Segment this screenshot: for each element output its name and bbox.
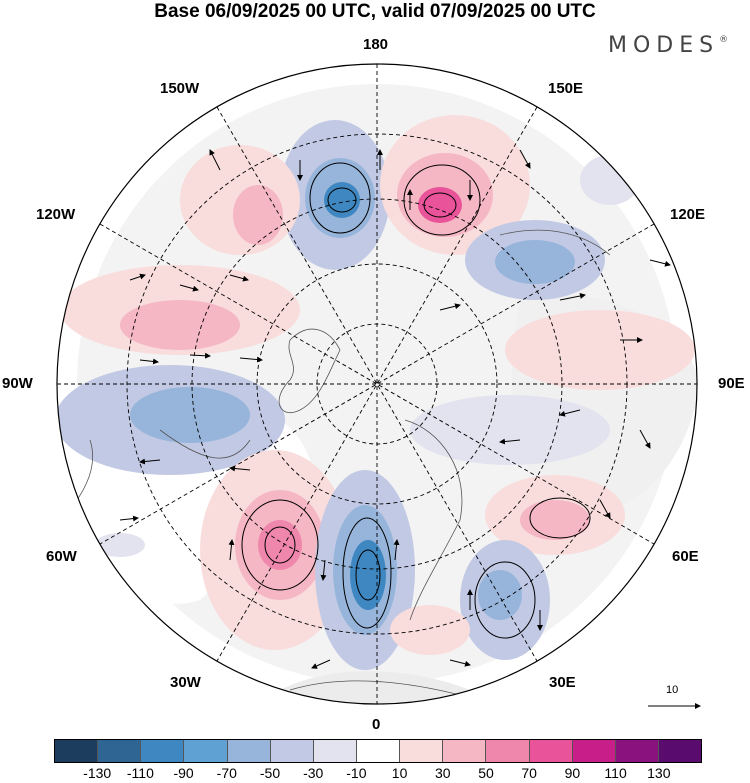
colorbar-swatch: [486, 740, 530, 762]
polar-map: [56, 63, 701, 709]
colorbar-tick-label: 70: [521, 765, 537, 781]
colorbar-swatch: [529, 740, 573, 762]
colorbar-swatch: [98, 740, 142, 762]
colorbar-tick-label: -10: [346, 765, 367, 781]
registered-mark: ®: [719, 35, 729, 45]
colorbar-tick-label: -90: [173, 765, 194, 781]
anomaly-arctic-low: [410, 395, 610, 465]
colorbar-swatch: [572, 740, 616, 762]
colorbar-tick-label: 90: [564, 765, 581, 781]
colorbar-swatch: [615, 740, 659, 762]
lon-label-120w: 120W: [36, 206, 76, 223]
colorbar-swatch: [184, 740, 228, 762]
colorbar-swatch: [313, 740, 357, 762]
brand-logo: MODES®: [608, 33, 728, 58]
colorbar-swatch: [443, 740, 487, 762]
lon-label-60e: 60E: [672, 548, 699, 565]
contours: [241, 162, 591, 639]
brand-name: MODES: [608, 33, 720, 58]
graticule: [57, 64, 697, 704]
reference-vector-value: 10: [666, 684, 679, 696]
lon-label-150w: 150W: [160, 80, 200, 97]
lon-label-180: 180: [363, 36, 389, 53]
lon-label-120e: 120E: [670, 206, 706, 223]
coastlines: [59, 229, 611, 696]
lon-label-30e: 30E: [549, 674, 576, 691]
colorbar-tick-label: 10: [391, 765, 408, 781]
colorbar-tick-label: 50: [478, 765, 494, 781]
colorbar-tick-label: -130: [83, 765, 112, 781]
lon-label-150e: 150E: [548, 80, 584, 97]
colorbar-tick-label: -70: [216, 765, 237, 781]
colorbar-tick-label: -110: [126, 765, 154, 781]
map-title: Base 06/09/2025 00 UTC, valid 07/09/2025…: [154, 1, 596, 22]
map-boundary: [56, 63, 698, 705]
lon-label-30w: 30W: [170, 674, 201, 691]
colorbar-swatch: [55, 740, 99, 762]
colorbar-swatch: [658, 740, 702, 762]
anomaly-africa-high: [390, 605, 470, 655]
colorbar-tick-label: -30: [303, 765, 324, 781]
colorbar-tick-label: 130: [647, 765, 671, 781]
colorbar-swatch: [270, 740, 314, 762]
lon-label-90w: 90W: [2, 375, 33, 392]
lon-label-90e: 90E: [718, 375, 745, 392]
colorbar-swatch: [141, 740, 185, 762]
wind-vectors: [119, 149, 671, 669]
lon-label-0: 0: [372, 716, 381, 733]
colorbar-swatch: [400, 740, 444, 762]
lon-label-60w: 60W: [46, 548, 77, 565]
anomaly-russia-high: [505, 310, 695, 390]
colorbar: [54, 739, 702, 763]
colorbar-swatch: [227, 740, 271, 762]
colorbar-tick-label: 30: [435, 765, 451, 781]
map-content: [57, 64, 697, 704]
colorbar-swatch: [356, 740, 401, 762]
colorbar-tick-label: 110: [604, 765, 627, 781]
colorbar-tick-label: -50: [259, 765, 281, 781]
